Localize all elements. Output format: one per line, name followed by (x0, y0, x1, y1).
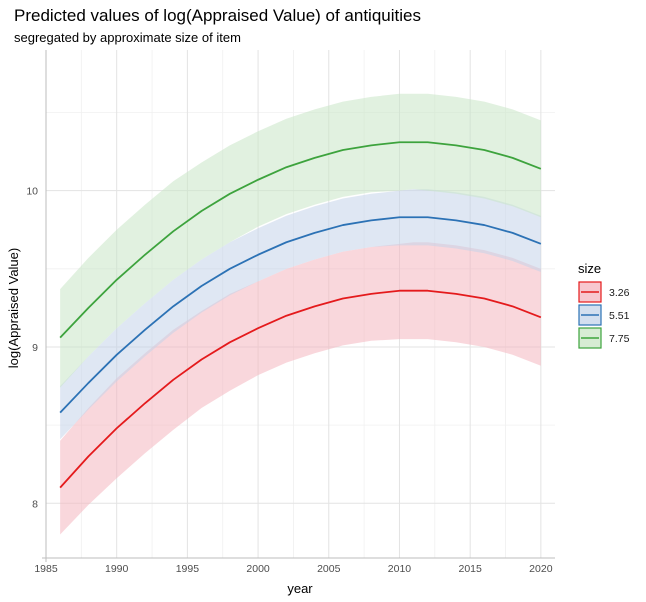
legend: size 3.26 5.51 7.75 (578, 261, 630, 349)
legend-label: 7.75 (609, 333, 630, 345)
confidence-band-3.26 (60, 242, 541, 535)
x-tick-label: 2020 (529, 563, 553, 575)
y-tick-label: 9 (32, 342, 38, 354)
x-tick-label: 1995 (176, 563, 200, 575)
confidence-bands (60, 93, 541, 535)
chart-subtitle: segregated by approximate size of item (14, 30, 241, 45)
legend-label: 3.26 (609, 287, 630, 299)
x-tick-label: 2015 (458, 563, 482, 575)
x-tick-label: 2010 (388, 563, 412, 575)
chart-title: Predicted values of log(Appraised Value)… (14, 6, 421, 25)
series-line-7.75 (59, 141, 542, 339)
x-tick-label: 2000 (246, 563, 270, 575)
confidence-band-5.51 (60, 189, 541, 440)
y-tick-label: 10 (26, 186, 38, 198)
axes (42, 50, 555, 562)
y-axis-title: log(Appraised Value) (6, 248, 21, 368)
x-tick-label: 1985 (34, 563, 58, 575)
x-axis-title: year (287, 581, 313, 596)
confidence-band-7.75 (60, 93, 541, 388)
y-tick-label: 8 (32, 498, 38, 510)
tick-labels: 1985 1990 1995 2000 2005 2010 2015 2020 8 9 10 (26, 186, 552, 575)
x-tick-label: 2005 (317, 563, 341, 575)
series-line-5.51 (59, 216, 542, 414)
x-tick-label: 1990 (105, 563, 129, 575)
series-line-3.26 (59, 289, 542, 489)
legend-title: size (578, 261, 601, 276)
legend-label: 5.51 (609, 310, 630, 322)
series-lines (59, 141, 542, 489)
